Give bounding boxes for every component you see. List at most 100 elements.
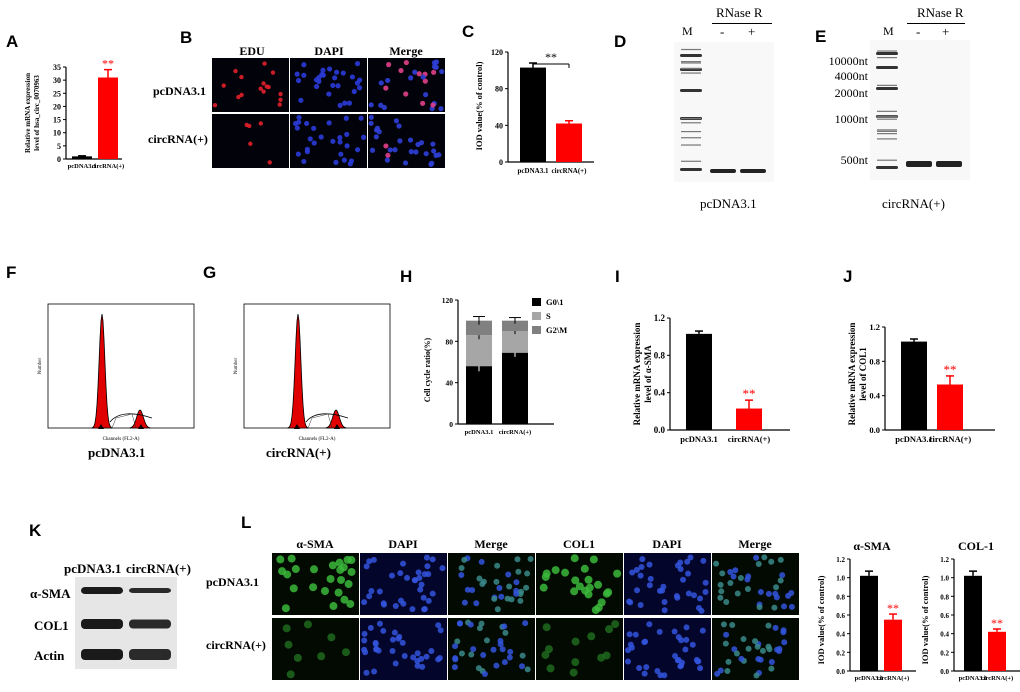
cell (571, 658, 580, 667)
cell (309, 565, 318, 574)
cell (717, 581, 724, 588)
cell (414, 662, 421, 669)
sample-band (710, 169, 736, 173)
cell (771, 604, 778, 611)
cell (773, 584, 780, 591)
cell (729, 621, 736, 628)
significance-label: ** (743, 386, 756, 401)
cell-nucleus (412, 69, 418, 75)
cell (738, 655, 745, 662)
cell (293, 653, 302, 662)
panel-l-col: DAPI (652, 537, 682, 551)
cell (677, 559, 684, 566)
cell (541, 650, 550, 659)
cell (494, 562, 501, 569)
cell (490, 646, 497, 653)
chart-h: 0 40 80 120 Cell cycle ratio(%) pcDNA3.1 circR… (423, 296, 567, 436)
cell-nucleus (295, 151, 301, 157)
cell-nucleus (311, 140, 317, 146)
cell-nucleus (368, 102, 374, 108)
ladder-faint-band (877, 133, 897, 135)
panel-g-histogram: Channels (FL2-A) Number (234, 303, 391, 442)
cell-nucleus (212, 102, 218, 108)
g0g1-peak (287, 313, 309, 429)
cell (629, 569, 636, 576)
cell-nucleus (423, 92, 429, 98)
cell-nucleus (337, 135, 343, 141)
cell (396, 633, 403, 640)
cell (527, 556, 534, 563)
panel-l-col: α-SMA (296, 537, 334, 551)
cell (678, 662, 685, 669)
cell (464, 586, 471, 593)
cell-nucleus (341, 157, 348, 163)
cell-nucleus (258, 121, 264, 126)
cell (415, 569, 422, 576)
cell (723, 598, 730, 605)
y-axis-label: level of hsa_circ_0070963 (33, 75, 41, 151)
y-tick-label: 0.0 (654, 425, 666, 435)
cell (685, 570, 692, 577)
cell-nucleus (338, 151, 344, 157)
cell (517, 597, 524, 604)
cell (680, 576, 687, 583)
cell (370, 556, 377, 563)
legend-label: G2\M (546, 325, 567, 335)
significance-label: ** (102, 57, 114, 71)
y-axis-label: level of α-SMA (643, 345, 653, 403)
cell (388, 572, 395, 579)
y-tick-label: 15 (53, 116, 61, 125)
cell (571, 637, 580, 646)
y-tick-label: 30 (53, 76, 61, 85)
cell-nucleus (326, 120, 332, 126)
panel-l-column-headers: α-SMA DAPI Merge COL1 DAPI Merge (272, 537, 802, 553)
y-axis-label: Relative mRNA expression (632, 323, 642, 426)
cell (363, 563, 370, 570)
ladder-faint-band (877, 115, 897, 117)
cell (399, 639, 406, 646)
histogram-frame (243, 303, 391, 429)
cell (409, 606, 416, 613)
cell (309, 583, 318, 592)
blot-band (129, 588, 171, 593)
cell (346, 599, 355, 608)
cell (761, 554, 768, 561)
legend-swatch (532, 298, 541, 306)
cell-nucleus (296, 119, 302, 125)
cell (439, 565, 446, 572)
cell-nucleus (384, 157, 391, 163)
cell-nucleus (248, 141, 253, 146)
cell-nucleus (387, 147, 393, 153)
legend-label: S (546, 311, 551, 321)
panel-d-caption: pcDNA3.1 (700, 196, 757, 211)
cell (334, 588, 343, 597)
cell (642, 638, 649, 645)
cell-nucleus (301, 158, 307, 165)
cell (780, 627, 787, 634)
cell (702, 589, 709, 596)
category-label: circRNA(+) (552, 167, 588, 175)
cell-nucleus (337, 139, 343, 145)
cell-nucleus (385, 77, 391, 84)
panel-b-col-dapi: DAPI (314, 44, 344, 58)
ladder-faint-band (877, 130, 897, 132)
cell (480, 578, 487, 585)
cell-nucleus (403, 59, 409, 66)
panel-k-row-asma: α-SMA (30, 586, 71, 601)
legend-label: G0\1 (546, 297, 563, 307)
cell (571, 576, 580, 585)
cell-nucleus (261, 81, 266, 86)
cell (435, 622, 442, 629)
significance-label: ** (944, 362, 957, 377)
cell (766, 646, 773, 653)
cell-nucleus (397, 138, 403, 144)
cell-nucleus (431, 60, 438, 66)
cell-nucleus (351, 88, 357, 95)
cell (779, 572, 786, 579)
panel-d-lane-minus: - (720, 24, 725, 39)
cell-nucleus (347, 161, 353, 167)
cell-nucleus (346, 100, 353, 106)
ladder-faint-band (877, 138, 897, 140)
cell (646, 561, 653, 568)
cell-nucleus (413, 149, 419, 155)
